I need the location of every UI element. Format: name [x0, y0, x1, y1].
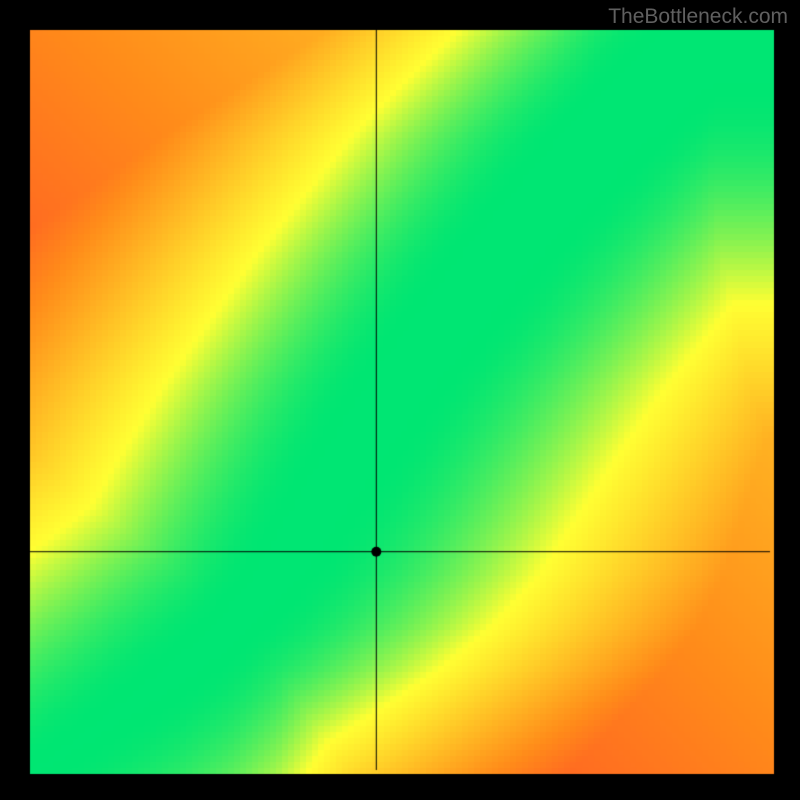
- bottleneck-heatmap: [0, 0, 800, 800]
- chart-container: TheBottleneck.com: [0, 0, 800, 800]
- attribution-text: TheBottleneck.com: [608, 5, 788, 29]
